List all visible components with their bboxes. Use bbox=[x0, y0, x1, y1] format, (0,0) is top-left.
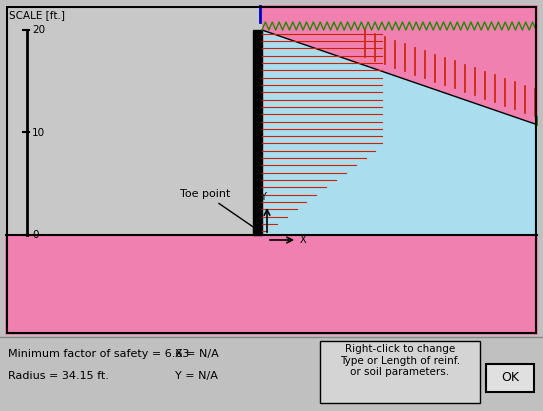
Bar bbox=[253, 5, 262, 30]
Text: Radius = 34.15 ft.: Radius = 34.15 ft. bbox=[8, 371, 109, 381]
Text: 20: 20 bbox=[32, 25, 45, 35]
Text: Right-click to change
Type or Length of reinf.
or soil parameters.: Right-click to change Type or Length of … bbox=[340, 344, 460, 377]
Text: Y = N/A: Y = N/A bbox=[175, 371, 218, 381]
Text: X: X bbox=[300, 235, 307, 245]
Text: 0: 0 bbox=[32, 230, 39, 240]
Bar bbox=[5, 5, 253, 235]
Bar bbox=[320, 341, 480, 403]
Text: Toe point: Toe point bbox=[180, 189, 258, 231]
Text: Minimum factor of safety = 6.63: Minimum factor of safety = 6.63 bbox=[8, 349, 190, 359]
Text: X = N/A: X = N/A bbox=[175, 349, 219, 359]
Polygon shape bbox=[262, 5, 538, 125]
Polygon shape bbox=[262, 30, 538, 235]
Text: Y: Y bbox=[260, 192, 266, 202]
Text: OK: OK bbox=[501, 370, 519, 383]
Bar bbox=[5, 235, 538, 335]
Bar bbox=[253, 30, 262, 235]
Text: 10: 10 bbox=[32, 127, 45, 138]
FancyBboxPatch shape bbox=[486, 364, 534, 392]
Text: SCALE [ft.]: SCALE [ft.] bbox=[9, 10, 65, 20]
